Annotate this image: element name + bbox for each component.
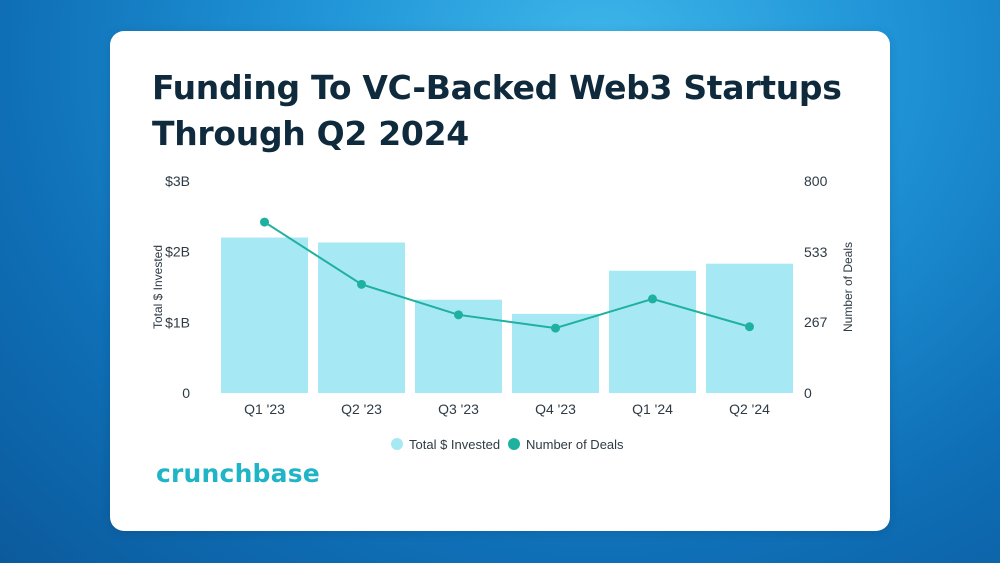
deals-point-6: [745, 322, 754, 332]
left-tick-label: $2B: [165, 244, 190, 260]
deals-point-1: [260, 217, 269, 227]
combo-chart: 0 $1B $2B $3B 0 267 533 800 Total $ Invested Numb…: [151, 173, 855, 452]
x-tick-label: Q1 '23: [244, 401, 285, 417]
deals-point-4: [551, 323, 560, 333]
left-tick-label: 0: [182, 385, 190, 401]
chart-title-line-1: Funding To VC-Backed Web3 Startups: [152, 68, 842, 107]
chart-title-line-2: Through Q2 2024: [152, 114, 469, 153]
left-tick-label: $3B: [165, 173, 190, 189]
left-tick-label: $1B: [165, 314, 190, 330]
deals-point-2: [357, 279, 366, 289]
x-tick-label: Q3 '23: [438, 401, 479, 417]
legend-marker-bars: [391, 438, 403, 450]
chart-title: Funding To VC-Backed Web3 Startups Throu…: [152, 65, 852, 157]
bar-5: [609, 270, 696, 393]
left-axis-title: Total $ Invested: [151, 245, 165, 329]
right-axis-title: Number of Deals: [841, 242, 855, 332]
deals-point-3: [454, 310, 463, 320]
legend-label-line: Number of Deals: [526, 437, 624, 452]
deals-point-5: [648, 294, 657, 304]
x-tick-label: Q1 '24: [632, 401, 673, 417]
bar-1: [221, 237, 308, 393]
crunchbase-logo: crunchbase: [156, 459, 320, 488]
chart-card: Funding To VC-Backed Web3 Startups Throu…: [110, 31, 890, 531]
right-tick-label: 267: [804, 314, 828, 330]
x-tick-label: Q2 '24: [729, 401, 770, 417]
bar-2: [318, 242, 405, 393]
right-tick-label: 0: [804, 385, 812, 401]
x-tick-label: Q4 '23: [535, 401, 576, 417]
right-tick-label: 533: [804, 244, 828, 260]
legend-label-bars: Total $ Invested: [409, 437, 500, 452]
x-tick-label: Q2 '23: [341, 401, 382, 417]
right-tick-label: 800: [804, 173, 828, 189]
legend-marker-line: [508, 438, 520, 450]
deals-line: [263, 221, 750, 330]
